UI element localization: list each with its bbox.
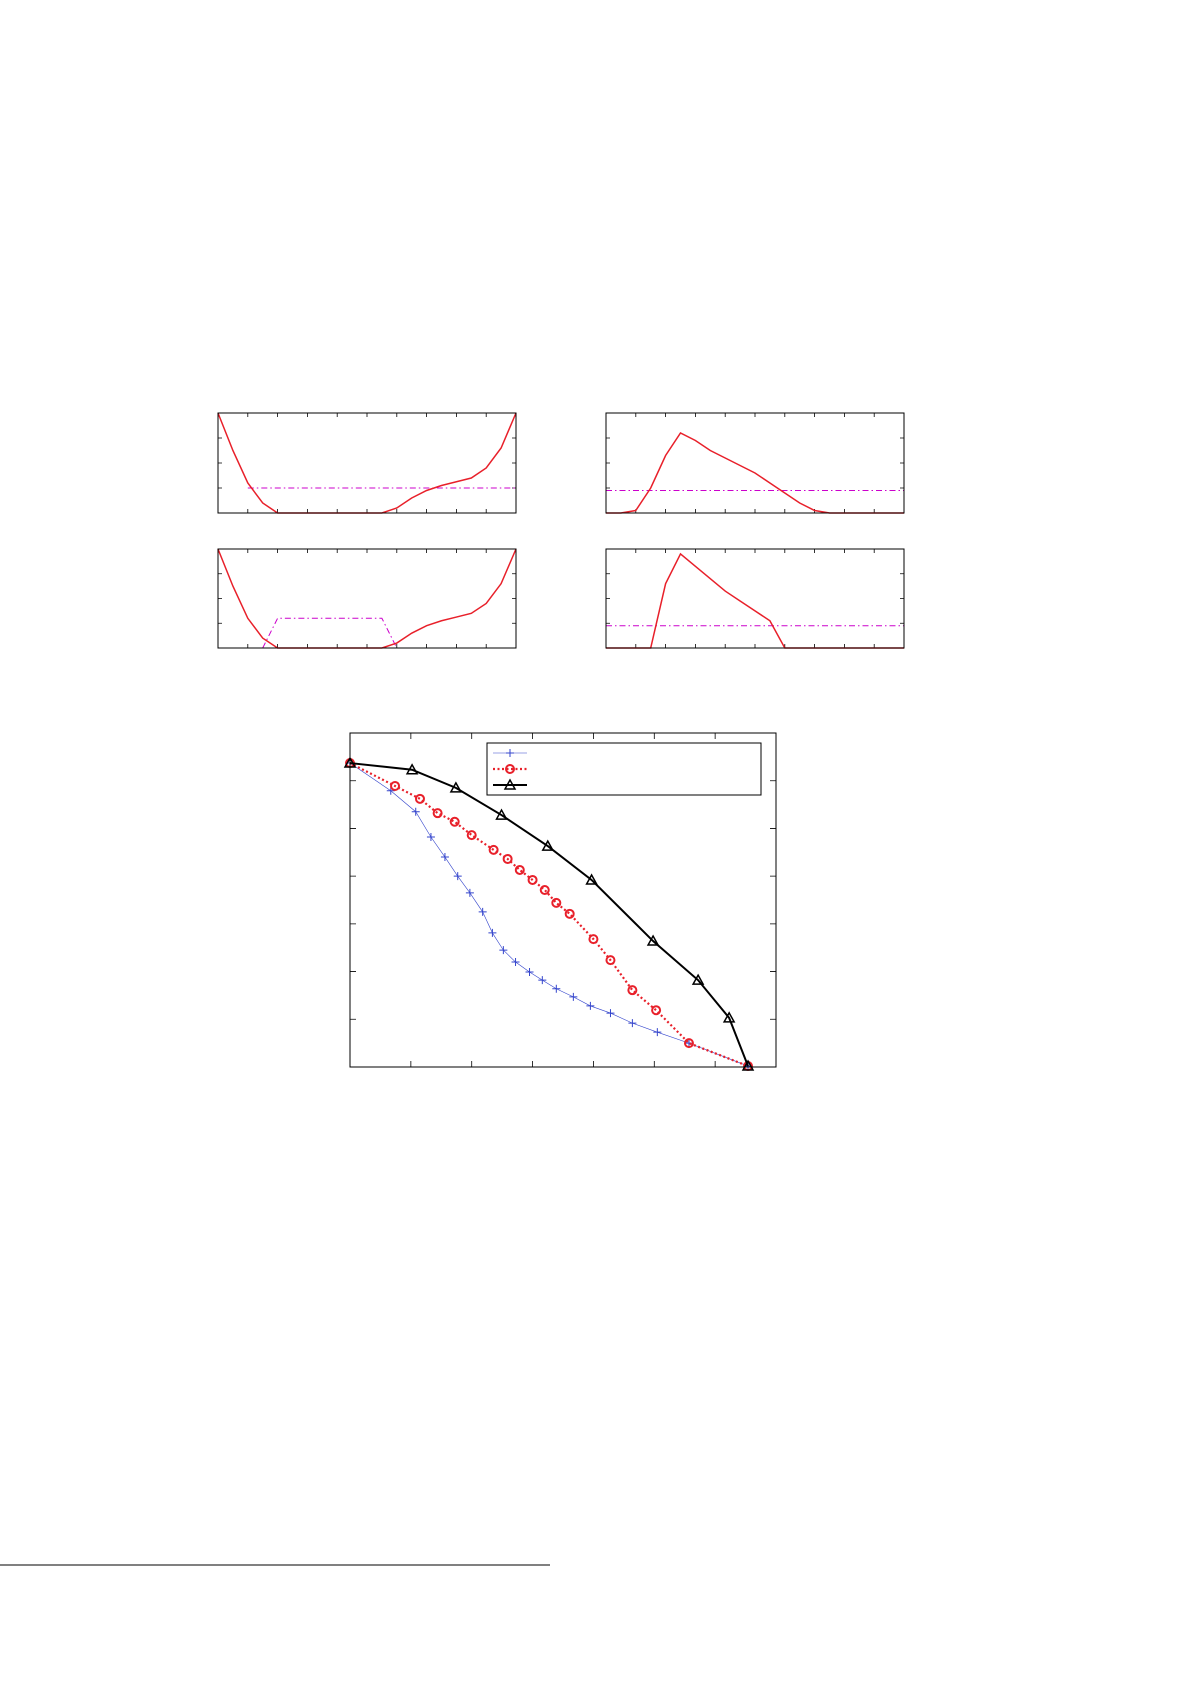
marker [651, 1005, 662, 1016]
marker [741, 1059, 755, 1071]
marker [511, 958, 520, 967]
chart [217, 548, 517, 649]
series-line [606, 432, 904, 514]
plot-frame [217, 548, 517, 649]
marker [683, 1038, 694, 1049]
marker [503, 778, 517, 790]
marker [538, 976, 547, 985]
chart [605, 412, 905, 514]
marker [502, 853, 513, 864]
marker [390, 780, 401, 791]
marker [414, 793, 425, 804]
marker [449, 816, 460, 827]
marker [552, 984, 561, 993]
marker [628, 1019, 637, 1028]
marker [466, 830, 477, 841]
chart [217, 412, 517, 514]
plot-frame [605, 548, 905, 649]
marker [432, 808, 443, 819]
series-line [217, 412, 517, 514]
series-line [349, 762, 749, 1067]
marker [627, 985, 638, 996]
marker [691, 973, 705, 985]
legend-box [486, 742, 762, 796]
marker [539, 884, 550, 895]
marker [449, 781, 463, 793]
series-line [349, 762, 749, 1068]
chart [343, 732, 777, 1072]
marker [605, 955, 616, 966]
marker [564, 908, 575, 919]
marker [606, 1009, 615, 1018]
series-line [262, 617, 398, 649]
series-line [217, 548, 517, 649]
legend [486, 742, 762, 796]
marker [426, 833, 435, 842]
marker [586, 1001, 595, 1010]
marker [527, 874, 538, 885]
marker [488, 928, 497, 937]
marker [488, 844, 499, 855]
marker [525, 968, 534, 977]
marker [588, 934, 599, 945]
plot-frame [605, 412, 905, 514]
marker [541, 839, 555, 851]
marker [478, 907, 487, 916]
marker [653, 1028, 662, 1037]
marker [505, 764, 515, 774]
marker [465, 888, 474, 897]
marker [551, 897, 562, 908]
marker [405, 763, 419, 775]
marker [440, 853, 449, 862]
plot-frame [349, 732, 777, 1068]
chart [605, 548, 905, 649]
marker [495, 808, 508, 820]
marker [646, 934, 660, 946]
marker [411, 807, 420, 816]
marker [569, 992, 578, 1001]
marker [514, 864, 525, 875]
series-line [349, 762, 749, 1067]
marker [722, 1011, 736, 1023]
marker [506, 749, 514, 757]
marker [585, 873, 598, 885]
marker [499, 946, 508, 955]
series-line [606, 552, 904, 649]
plot-frame [217, 412, 517, 514]
marker [453, 872, 462, 881]
